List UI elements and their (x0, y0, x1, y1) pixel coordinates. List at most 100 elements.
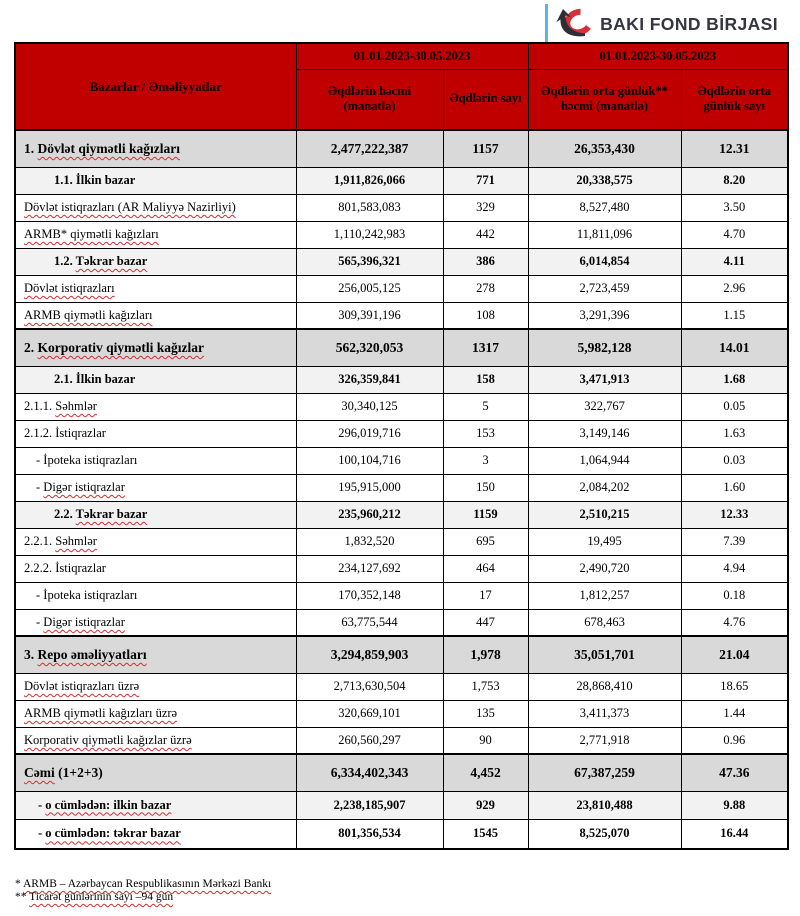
row-value: 442 (442, 220, 529, 249)
table-row: 2. Korporativ qiymətli kağızlar 562,320,0… (14, 328, 789, 367)
row-value: 386 (442, 247, 529, 276)
row-label: - o cümlədən: təkrar bazar (14, 818, 297, 850)
row-value: 8,527,480 (527, 193, 682, 222)
table-row: - Digər istiqrazlar 63,775,544 447 678,463 4… (14, 608, 789, 637)
market-table-body: 1. Dövlət qiymətli kağızları 2,477,222,38… (14, 129, 789, 850)
column-header: Əqdlərin orta günlük** həcmi (manatla) (527, 68, 682, 131)
row-label: Korporativ qiymətli kağızlar üzrə (14, 726, 297, 755)
row-value: 1,911,826,066 (295, 166, 444, 195)
row-value: 153 (442, 419, 529, 448)
row-value: 329 (442, 193, 529, 222)
row-value: 1159 (442, 500, 529, 529)
row-value: 3,411,373 (527, 699, 682, 728)
row-value: 9.88 (680, 790, 789, 820)
table-row: - o cümlədən: ilkin bazar 2,238,185,907 92… (14, 790, 789, 820)
row-label: Cəmi (1+2+3) (14, 753, 297, 792)
row-value: 3,294,859,903 (295, 635, 444, 674)
row-label: 2.1. İlkin bazar (14, 365, 297, 394)
row-value: 1317 (442, 328, 529, 367)
row-value: 1157 (442, 129, 529, 168)
row-label: Dövlət istiqrazları üzrə (14, 672, 297, 701)
table-row: - İpoteka istiqrazları 100,104,716 3 1,064,… (14, 446, 789, 475)
row-value: 23,810,488 (527, 790, 682, 820)
row-value: 18.65 (680, 672, 789, 701)
table-row: Dövlət istiqrazları (AR Maliyyə Nazirliy… (14, 193, 789, 222)
row-value: 19,495 (527, 527, 682, 556)
row-value: 1.15 (680, 301, 789, 330)
row-label: - o cümlədən: ilkin bazar (14, 790, 297, 820)
row-value: 1,064,944 (527, 446, 682, 475)
row-value: 256,005,125 (295, 274, 444, 303)
row-value: 235,960,212 (295, 500, 444, 529)
table-row: - İpoteka istiqrazları 170,352,148 17 1,812… (14, 581, 789, 610)
table-row: 1. Dövlət qiymətli kağızları 2,477,222,38… (14, 129, 789, 168)
row-value: 4.11 (680, 247, 789, 276)
row-value: 4.70 (680, 220, 789, 249)
row-value: 6,334,402,343 (295, 753, 444, 792)
footnotes: * ARMB – Azərbaycan Respublikasının Mərk… (15, 878, 271, 904)
row-label: 1.2. Təkrar bazar (14, 247, 297, 276)
row-value: 0.18 (680, 581, 789, 610)
row-label: 3. Repo əməliyyatları (14, 635, 297, 674)
row-value: 35,051,701 (527, 635, 682, 674)
row-value: 63,775,544 (295, 608, 444, 637)
row-value: 2,084,202 (527, 473, 682, 502)
row-value: 5 (442, 392, 529, 421)
row-value: 17 (442, 581, 529, 610)
row-value: 4.94 (680, 554, 789, 583)
row-label: - İpoteka istiqrazları (14, 581, 297, 610)
row-value: 195,915,000 (295, 473, 444, 502)
table-row: 1.1. İlkin bazar 1,911,826,066 771 20,338,5… (14, 166, 789, 195)
row-label: Dövlət istiqrazları (AR Maliyyə Nazirliy… (14, 193, 297, 222)
row-value: 12.31 (680, 129, 789, 168)
table-row: ARMB qiymətli kağızları üzrə 320,669,101 1… (14, 699, 789, 728)
row-value: 1,832,520 (295, 527, 444, 556)
row-label: ARMB* qiymətli kağızları (14, 220, 297, 249)
row-label: 1.1. İlkin bazar (14, 166, 297, 195)
row-value: 21.04 (680, 635, 789, 674)
column-header: Əqdlərin həcmi (manatla) (295, 68, 444, 131)
row-value: 562,320,053 (295, 328, 444, 367)
footnote: ** Ticarət günlərinin sayı –94 gün (15, 891, 174, 903)
table-header-corner: Bazarlar / Əməliyyatlar (14, 42, 297, 131)
row-value: 2.96 (680, 274, 789, 303)
row-value: 0.03 (680, 446, 789, 475)
table-row: Korporativ qiymətli kağızlar üzrə 260,560… (14, 726, 789, 755)
row-value: 695 (442, 527, 529, 556)
table-row: 3. Repo əməliyyatları 3,294,859,903 1,978 3… (14, 635, 789, 674)
row-label: ARMB qiymətli kağızları (14, 301, 297, 330)
row-value: 234,127,692 (295, 554, 444, 583)
row-label: Dövlət istiqrazları (14, 274, 297, 303)
column-header: Əqdlərin sayı (442, 68, 529, 131)
row-label: - Digər istiqrazlar (14, 473, 297, 502)
row-value: 565,396,321 (295, 247, 444, 276)
bfb-swoosh-q-icon (554, 6, 594, 42)
row-value: 135 (442, 699, 529, 728)
row-value: 90 (442, 726, 529, 755)
table-row: 1.2. Təkrar bazar 565,396,321 386 6,014,854… (14, 247, 789, 276)
row-value: 16.44 (680, 818, 789, 850)
row-value: 1,812,257 (527, 581, 682, 610)
row-value: 309,391,196 (295, 301, 444, 330)
row-value: 0.96 (680, 726, 789, 755)
row-value: 678,463 (527, 608, 682, 637)
row-value: 20,338,575 (527, 166, 682, 195)
row-value: 11,811,096 (527, 220, 682, 249)
row-value: 2,238,185,907 (295, 790, 444, 820)
table-row: ARMB qiymətli kağızları 309,391,196 108 3,2… (14, 301, 789, 330)
row-value: 1,978 (442, 635, 529, 674)
row-value: 30,340,125 (295, 392, 444, 421)
row-value: 296,019,716 (295, 419, 444, 448)
table-row: 2.1. İlkin bazar 326,359,841 158 3,471,913 1… (14, 365, 789, 394)
row-value: 3,471,913 (527, 365, 682, 394)
row-label: - İpoteka istiqrazları (14, 446, 297, 475)
row-value: 2,713,630,504 (295, 672, 444, 701)
row-value: 5,982,128 (527, 328, 682, 367)
row-value: 100,104,716 (295, 446, 444, 475)
row-label: 2.1.1. Səhmlər (14, 392, 297, 421)
row-value: 3.50 (680, 193, 789, 222)
logo-text: BAKI FOND BİRJASI (600, 13, 778, 34)
row-value: 26,353,430 (527, 129, 682, 168)
row-value: 28,868,410 (527, 672, 682, 701)
bfb-logo: BAKI FOND BİRJASI (545, 4, 778, 44)
